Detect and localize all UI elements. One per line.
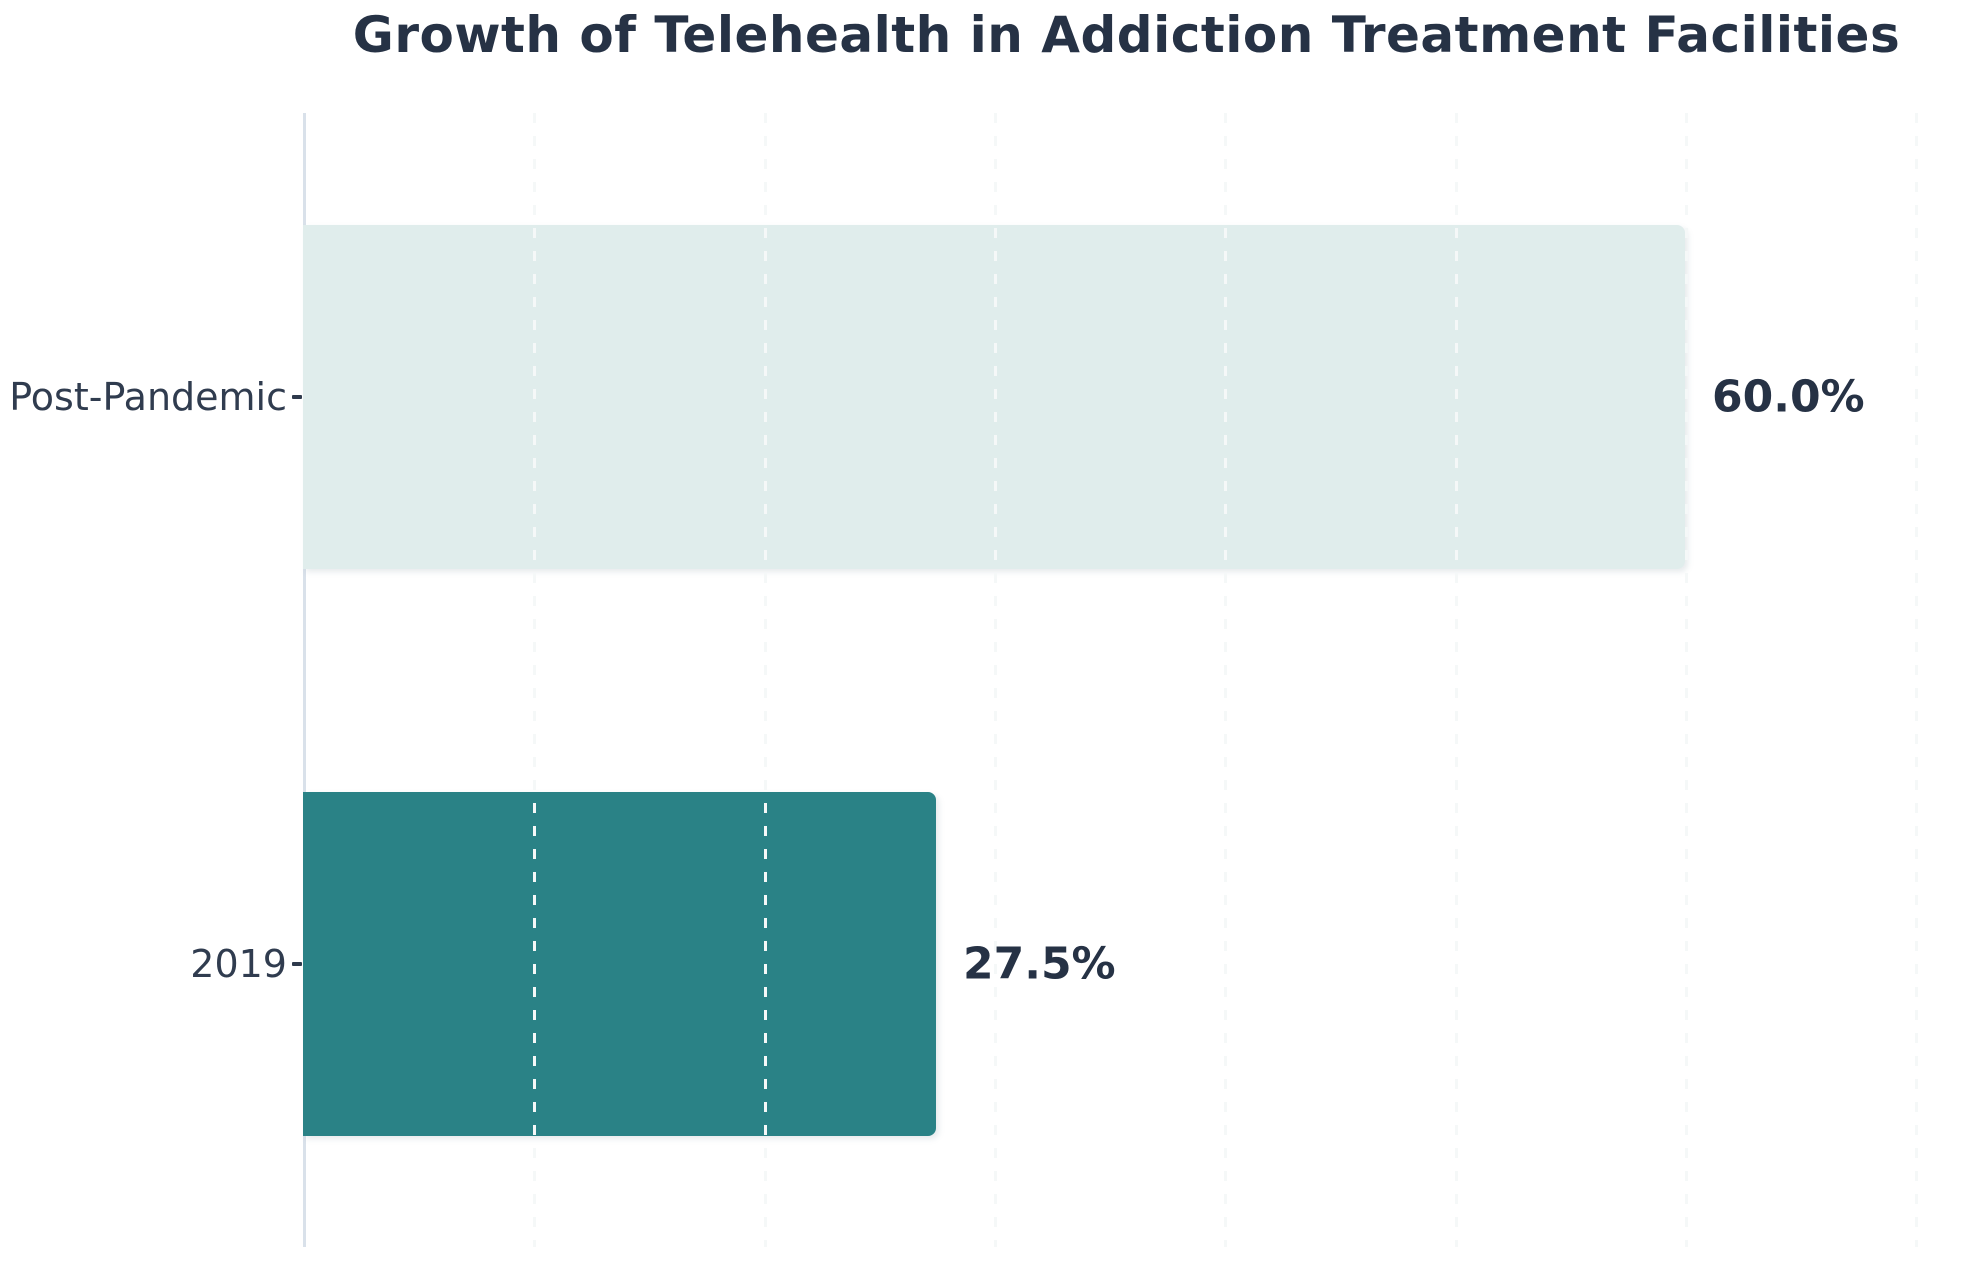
x-gridline-60pct xyxy=(1685,113,1688,1247)
x-gridline-40pct xyxy=(1224,113,1227,1247)
value-label-2019: 27.5% xyxy=(963,938,1116,990)
x-gridline-10pct xyxy=(533,113,536,1247)
plot-area: 60.0% 27.5% xyxy=(303,113,1950,1247)
x-gridline-70pct xyxy=(1915,113,1918,1247)
bar-2019[interactable] xyxy=(303,792,936,1136)
chart-title: Growth of Telehealth in Addiction Treatm… xyxy=(352,6,1901,64)
value-label-post-pandemic: 60.0% xyxy=(1712,371,1865,423)
y-tick-mark-2019 xyxy=(292,962,302,966)
x-gridline-20pct xyxy=(764,113,767,1247)
y-tick-label-post-pandemic: Post-Pandemic xyxy=(9,375,287,419)
y-tick-label-2019: 2019 xyxy=(190,942,287,986)
y-axis-line xyxy=(303,113,306,1247)
y-tick-mark-post-pandemic xyxy=(292,395,302,399)
x-gridline-30pct xyxy=(994,113,997,1247)
x-gridline-50pct xyxy=(1455,113,1458,1247)
